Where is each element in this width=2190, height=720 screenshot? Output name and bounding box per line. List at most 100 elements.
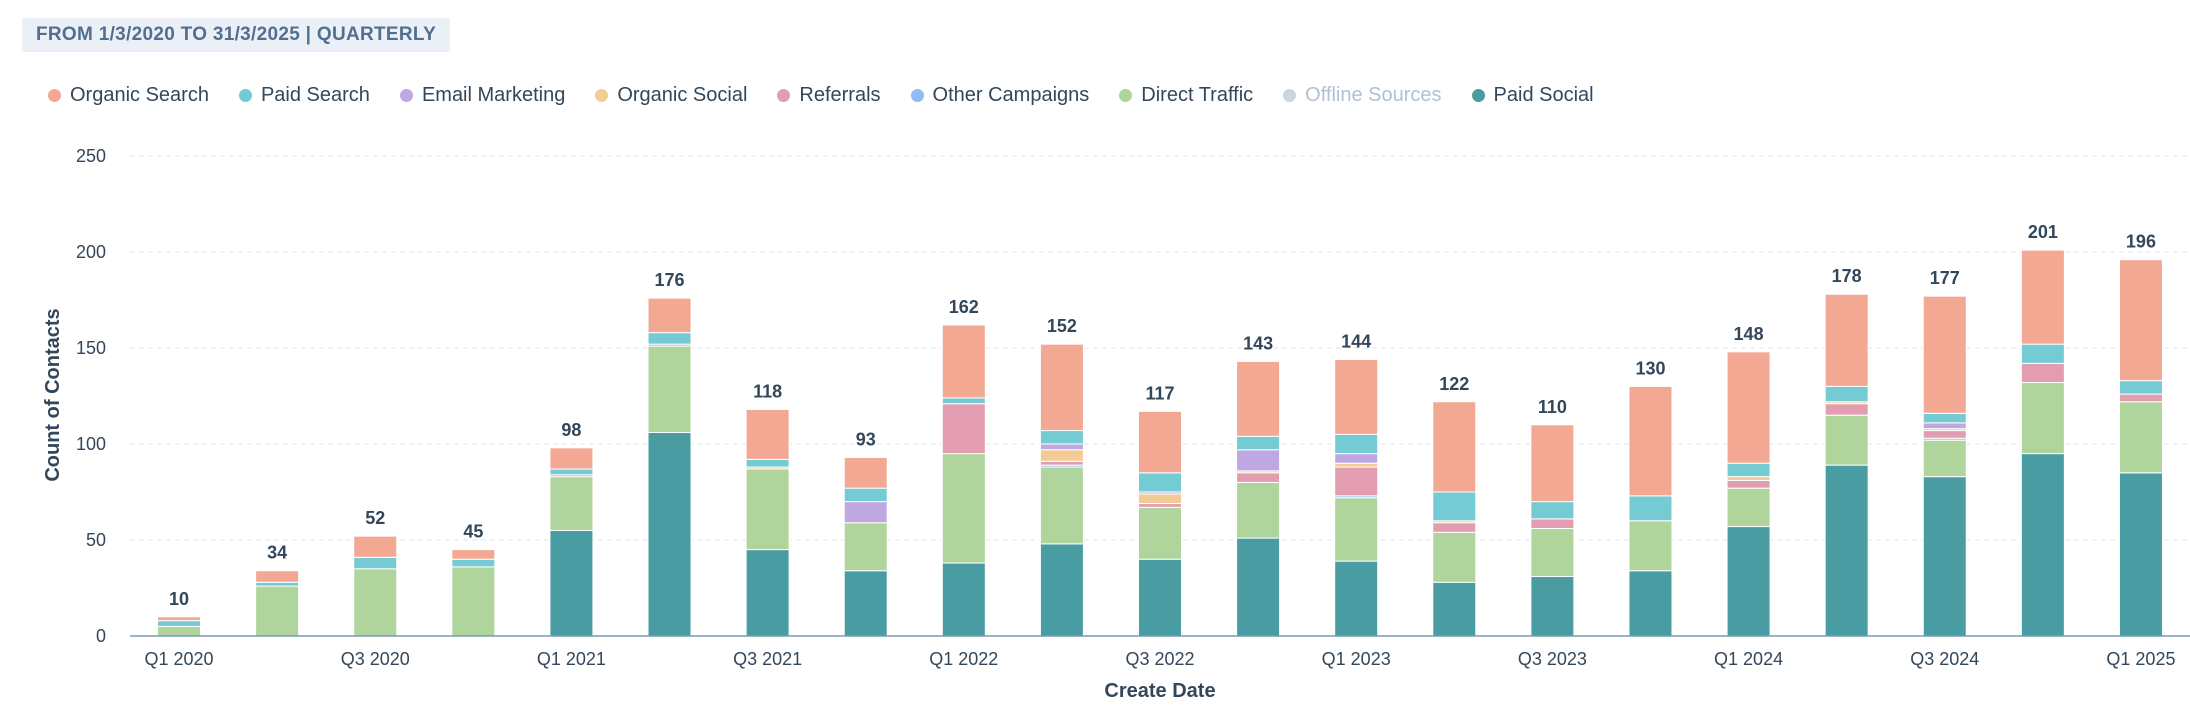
bar-segment-direct-traffic-q2-2020[interactable] [255, 585, 300, 637]
bar-segment-referrals-q1-2023[interactable] [1334, 466, 1379, 497]
bar-segment-referrals-q2-2024[interactable] [1824, 403, 1869, 416]
bar-segment-paid-search-q1-2020[interactable] [157, 620, 202, 627]
bar-segment-organic-search-q1-2025[interactable] [2118, 259, 2163, 382]
bar-segment-direct-traffic-q1-2022[interactable] [941, 453, 986, 564]
bar-segment-paid-search-q2-2021[interactable] [647, 332, 692, 345]
bar-segment-organic-search-q1-2024[interactable] [1726, 351, 1771, 464]
legend-item-direct-traffic[interactable]: Direct Traffic [1119, 84, 1253, 107]
bar-segment-paid-social-q3-2023[interactable] [1530, 575, 1575, 637]
bar-segment-paid-search-q3-2022[interactable] [1138, 472, 1182, 493]
bar-segment-paid-social-q2-2024[interactable] [1824, 464, 1869, 637]
bar-segment-referrals-q3-2023[interactable] [1530, 518, 1575, 529]
bar-segment-organic-search-q3-2024[interactable] [1922, 295, 1967, 414]
bar-segment-paid-search-q3-2020[interactable] [353, 556, 398, 570]
bar-segment-organic-search-q2-2023[interactable] [1432, 401, 1477, 493]
bar-segment-paid-search-q4-2021[interactable] [843, 487, 888, 503]
bar-segment-organic-search-q3-2021[interactable] [745, 408, 790, 460]
bar-segment-paid-search-q3-2021[interactable] [745, 458, 790, 468]
bar-segment-email-marketing-q4-2022[interactable] [1236, 449, 1281, 472]
bar-segment-email-marketing-q2-2022[interactable] [1039, 443, 1084, 451]
bar-segment-organic-search-q1-2020[interactable] [157, 616, 202, 622]
bar-segment-direct-traffic-q1-2023[interactable] [1334, 497, 1379, 562]
bar-segment-organic-search-q3-2023[interactable] [1530, 424, 1575, 503]
bar-segment-paid-search-q1-2023[interactable] [1334, 433, 1379, 455]
bar-segment-referrals-q1-2024[interactable] [1726, 479, 1771, 489]
bar-segment-paid-search-q1-2022[interactable] [941, 397, 986, 405]
bar-segment-paid-social-q3-2022[interactable] [1138, 558, 1182, 637]
bar-segment-paid-search-q4-2024[interactable] [2020, 343, 2065, 364]
bar-segment-paid-social-q1-2023[interactable] [1334, 560, 1379, 637]
bar-segment-organic-search-q4-2022[interactable] [1236, 360, 1281, 437]
bar-segment-organic-search-q1-2021[interactable] [549, 447, 594, 470]
bar-segment-organic-search-q2-2022[interactable] [1039, 343, 1084, 432]
bar-segment-organic-search-q3-2020[interactable] [353, 535, 398, 558]
bar-segment-referrals-q2-2022[interactable] [1039, 460, 1084, 466]
bar-segment-paid-search-q2-2020[interactable] [255, 581, 300, 587]
bar-segment-direct-traffic-q4-2023[interactable] [1628, 520, 1673, 572]
bar-segment-paid-social-q1-2025[interactable] [2118, 472, 2163, 637]
bar-segment-referrals-q2-2023[interactable] [1432, 522, 1477, 533]
bar-segment-email-marketing-q3-2024[interactable] [1922, 422, 1967, 430]
legend-item-paid-social[interactable]: Paid Social [1471, 84, 1594, 107]
bar-segment-direct-traffic-q1-2025[interactable] [2118, 401, 2163, 474]
bar-segment-organic-search-q1-2022[interactable] [941, 324, 986, 399]
bar-segment-paid-social-q4-2024[interactable] [2020, 453, 2065, 637]
bar-segment-organic-social-q3-2022[interactable] [1138, 493, 1182, 505]
bar-segment-direct-traffic-q3-2024[interactable] [1922, 439, 1967, 478]
bar-segment-paid-search-q2-2024[interactable] [1824, 385, 1869, 403]
bar-segment-paid-social-q3-2024[interactable] [1922, 476, 1967, 637]
bar-segment-direct-traffic-q1-2020[interactable] [157, 625, 202, 637]
bar-segment-paid-social-q2-2023[interactable] [1432, 581, 1477, 637]
bar-segment-paid-social-q2-2022[interactable] [1039, 543, 1084, 637]
bar-segment-paid-search-q2-2023[interactable] [1432, 491, 1477, 522]
bar-segment-direct-traffic-q2-2024[interactable] [1824, 414, 1869, 466]
bar-segment-direct-traffic-q1-2021[interactable] [549, 476, 594, 531]
bar-segment-organic-social-q1-2024[interactable] [1726, 476, 1771, 481]
bar-segment-direct-traffic-q4-2020[interactable] [451, 566, 496, 637]
legend-item-offline-sources[interactable]: Offline Sources [1283, 84, 1442, 107]
bar-segment-direct-traffic-q3-2022[interactable] [1138, 506, 1182, 560]
bar-segment-direct-traffic-q4-2021[interactable] [843, 522, 888, 572]
bar-segment-paid-social-q1-2021[interactable] [549, 529, 594, 637]
bar-segment-paid-social-q2-2021[interactable] [647, 431, 692, 637]
bar-segment-paid-search-q1-2024[interactable] [1726, 462, 1771, 478]
bar-segment-paid-social-q1-2022[interactable] [941, 562, 986, 637]
bar-segment-organic-social-q2-2022[interactable] [1039, 449, 1084, 462]
bar-segment-organic-search-q4-2023[interactable] [1628, 385, 1673, 497]
legend-item-paid-search[interactable]: Paid Search [238, 84, 370, 107]
bar-segment-direct-traffic-q1-2024[interactable] [1726, 487, 1771, 528]
bar-segment-referrals-q3-2024[interactable] [1922, 430, 1967, 439]
bar-segment-paid-search-q2-2022[interactable] [1039, 430, 1084, 445]
bar-segment-referrals-q4-2024[interactable] [2020, 362, 2065, 384]
bar-segment-organic-social-q1-2023[interactable] [1334, 462, 1379, 468]
bar-segment-paid-search-q4-2020[interactable] [451, 558, 496, 568]
bar-segment-paid-social-q4-2021[interactable] [843, 570, 888, 637]
bar-segment-direct-traffic-q2-2021[interactable] [647, 345, 692, 433]
bar-segment-referrals-q3-2022[interactable] [1138, 503, 1182, 508]
bar-segment-paid-search-q4-2022[interactable] [1236, 435, 1281, 451]
legend-item-organic-social[interactable]: Organic Social [595, 84, 747, 107]
bar-segment-organic-search-q2-2024[interactable] [1824, 293, 1869, 387]
bar-segment-referrals-q1-2025[interactable] [2118, 393, 2163, 403]
bar-segment-organic-search-q4-2020[interactable] [451, 549, 496, 560]
bar-segment-paid-social-q4-2022[interactable] [1236, 537, 1281, 637]
bar-segment-organic-search-q1-2023[interactable] [1334, 359, 1379, 435]
bar-segment-organic-search-q3-2022[interactable] [1138, 410, 1182, 474]
bar-segment-organic-search-q4-2024[interactable] [2020, 249, 2065, 345]
bar-segment-paid-social-q4-2023[interactable] [1628, 570, 1673, 637]
legend-item-referrals[interactable]: Referrals [777, 84, 881, 107]
bar-segment-paid-search-q3-2024[interactable] [1922, 412, 1967, 424]
bar-segment-paid-search-q1-2021[interactable] [549, 468, 594, 476]
bar-segment-direct-traffic-q2-2023[interactable] [1432, 531, 1477, 583]
bar-segment-paid-social-q3-2021[interactable] [745, 549, 790, 637]
bar-segment-organic-search-q4-2021[interactable] [843, 456, 888, 489]
legend-item-email-marketing[interactable]: Email Marketing [399, 84, 565, 107]
bar-segment-paid-search-q1-2025[interactable] [2118, 380, 2163, 395]
bar-segment-direct-traffic-q3-2020[interactable] [353, 568, 398, 637]
bar-segment-direct-traffic-q2-2022[interactable] [1039, 466, 1084, 545]
bar-segment-paid-search-q4-2023[interactable] [1628, 495, 1673, 522]
legend-item-organic-search[interactable]: Organic Search [48, 84, 209, 107]
bar-segment-direct-traffic-q4-2022[interactable] [1236, 481, 1281, 539]
bar-segment-email-marketing-q1-2023[interactable] [1334, 453, 1379, 464]
bar-segment-email-marketing-q4-2021[interactable] [843, 501, 888, 524]
